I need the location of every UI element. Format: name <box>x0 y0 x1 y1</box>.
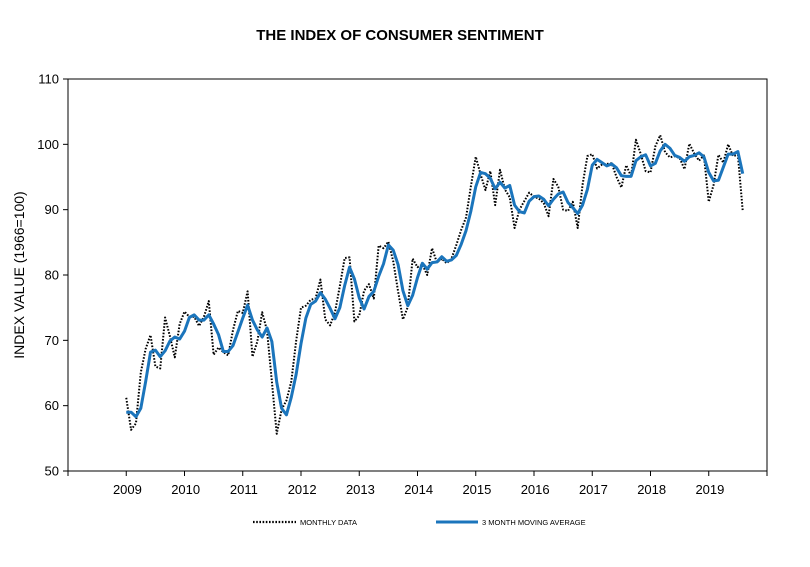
y-axis-label: INDEX VALUE (1966=100) <box>11 191 27 358</box>
y-tick-label: 110 <box>38 72 59 87</box>
legend: MONTHLY DATA 3 MONTH MOVING AVERAGE <box>253 518 586 527</box>
x-tick-label: 2009 <box>113 482 142 497</box>
series-line-monthly-data <box>125 134 744 435</box>
x-tick-label: 2019 <box>695 482 724 497</box>
legend-label-monthly: MONTHLY DATA <box>300 518 357 527</box>
y-tick-label: 90 <box>45 202 59 217</box>
x-tick-label: 2014 <box>404 482 433 497</box>
chart-title: THE INDEX OF CONSUMER SENTIMENT <box>256 27 544 44</box>
x-tick-label: 2015 <box>462 482 491 497</box>
x-tick-label: 2010 <box>171 482 200 497</box>
x-axis: 2009 2010 2011 2012 2013 2014 2015 2016 2017 2018… <box>67 471 768 497</box>
y-axis: 50 60 70 80 90 100 110 <box>37 72 68 479</box>
x-tick-label: 2013 <box>346 482 375 497</box>
y-tick-label: 50 <box>45 464 59 479</box>
y-tick-label: 80 <box>45 268 59 283</box>
x-tick-label: 2017 <box>579 482 608 497</box>
y-tick-label: 100 <box>37 137 59 152</box>
y-tick-label: 60 <box>45 398 59 413</box>
series-layer <box>125 134 745 435</box>
x-tick-label: 2016 <box>521 482 550 497</box>
y-tick-label: 70 <box>45 333 59 348</box>
x-tick-label: 2011 <box>230 482 258 497</box>
x-tick-label: 2012 <box>288 482 317 497</box>
x-tick-label: 2018 <box>637 482 666 497</box>
legend-label-moving-average: 3 MONTH MOVING AVERAGE <box>482 518 586 527</box>
series-line-moving-average <box>126 142 745 419</box>
